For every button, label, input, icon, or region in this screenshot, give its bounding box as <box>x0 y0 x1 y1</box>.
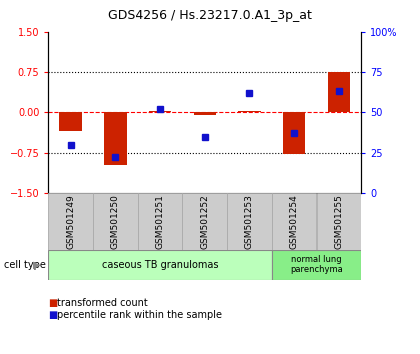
Text: transformed count: transformed count <box>57 298 147 308</box>
Text: GSM501255: GSM501255 <box>334 194 344 249</box>
Bar <box>182 193 227 250</box>
Bar <box>48 250 272 280</box>
Bar <box>60 113 82 131</box>
Bar <box>272 193 317 250</box>
Bar <box>93 193 138 250</box>
Text: GDS4256 / Hs.23217.0.A1_3p_at: GDS4256 / Hs.23217.0.A1_3p_at <box>108 9 312 22</box>
Bar <box>138 193 182 250</box>
Text: percentile rank within the sample: percentile rank within the sample <box>57 310 222 320</box>
Bar <box>194 113 216 115</box>
Text: GSM501254: GSM501254 <box>290 194 299 249</box>
Text: cell type: cell type <box>4 259 46 270</box>
Bar <box>317 193 361 250</box>
Bar <box>104 113 126 165</box>
Text: caseous TB granulomas: caseous TB granulomas <box>102 259 218 270</box>
Text: GSM501253: GSM501253 <box>245 194 254 249</box>
Text: ▶: ▶ <box>33 259 41 270</box>
Text: normal lung
parenchyma: normal lung parenchyma <box>290 255 343 274</box>
Bar <box>272 250 361 280</box>
Text: GSM501249: GSM501249 <box>66 194 75 249</box>
Bar <box>283 113 305 154</box>
Bar <box>238 111 261 113</box>
Text: GSM501250: GSM501250 <box>111 194 120 249</box>
Bar <box>227 193 272 250</box>
Text: GSM501251: GSM501251 <box>155 194 165 249</box>
Bar <box>328 72 350 113</box>
Text: ■: ■ <box>48 298 58 308</box>
Text: ■: ■ <box>48 310 58 320</box>
Bar <box>48 193 93 250</box>
Text: GSM501252: GSM501252 <box>200 194 209 249</box>
Bar <box>149 111 171 113</box>
